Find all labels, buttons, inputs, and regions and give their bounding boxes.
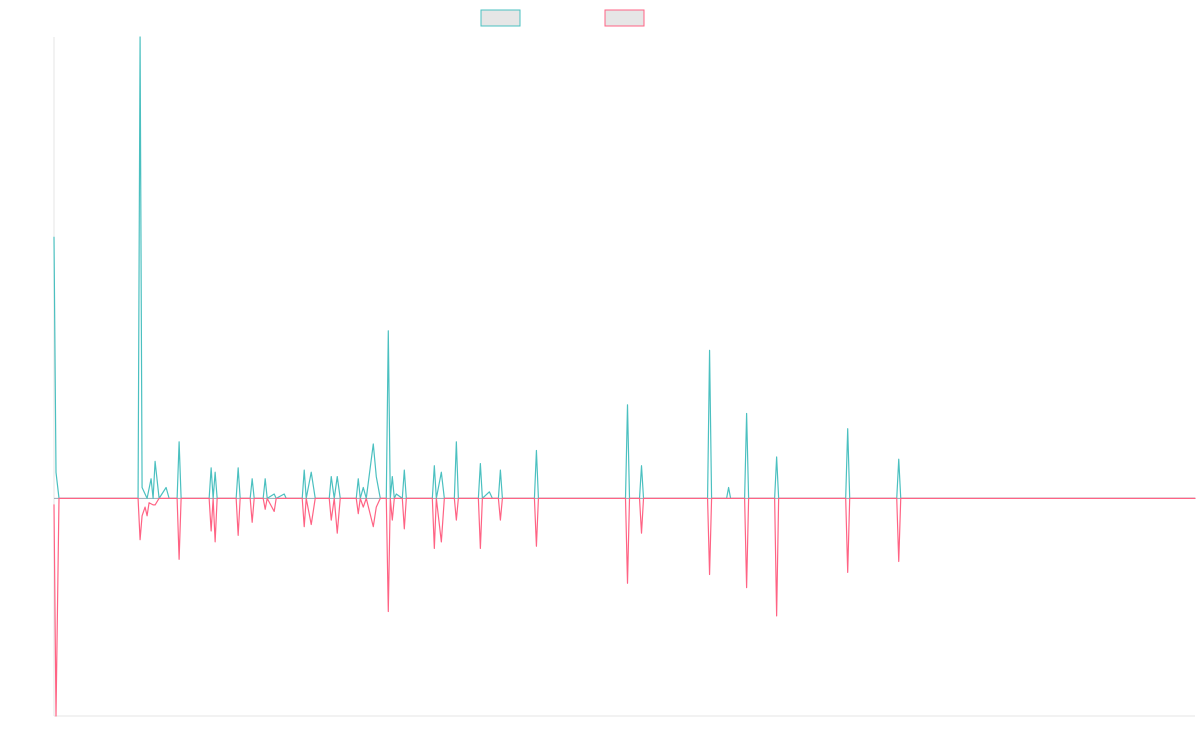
- axes: [53, 37, 1195, 717]
- series-line-1: [53, 36, 1196, 499]
- legend: [480, 9, 645, 27]
- series-line-2: [53, 497, 1196, 717]
- legend-swatch-1[interactable]: [480, 9, 521, 27]
- series-group: [53, 36, 1196, 717]
- legend-swatch-2[interactable]: [604, 9, 645, 27]
